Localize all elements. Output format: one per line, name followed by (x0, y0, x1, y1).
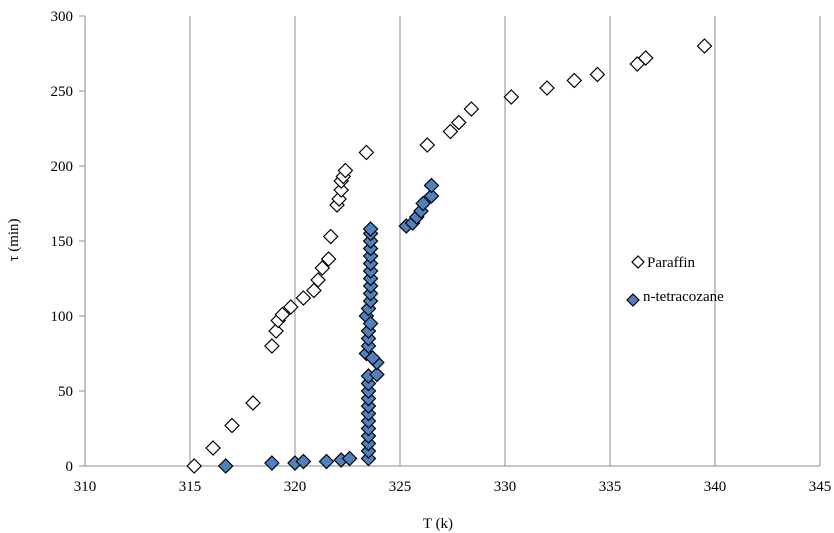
data-point-paraffin (320, 251, 337, 267)
data-point-n-tetracozane (295, 453, 312, 470)
x-tick-label: 315 (179, 479, 202, 495)
data-point-paraffin (186, 458, 203, 474)
data-point-paraffin (268, 323, 284, 339)
legend-item-n-tetracozane: n-tetracozane (626, 289, 724, 307)
data-point-paraffin (333, 182, 350, 198)
y-tick-label: 250 (51, 84, 74, 100)
legend-label-paraffin: Paraffin (647, 255, 696, 271)
data-point-n-tetracozane (415, 195, 431, 212)
data-point-paraffin (463, 101, 480, 117)
grid-lines (84, 16, 821, 466)
y-tick-label: 100 (51, 309, 74, 325)
x-tick-label: 320 (284, 479, 307, 495)
data-point-paraffin (295, 290, 312, 306)
plot-area: 310 315 320 325 330 335 340 345 0 50 100 150 200 250… (51, 9, 832, 495)
x-tick-labels: 310 315 320 325 330 335 340 345 (74, 479, 832, 495)
legend-label-n-tetracozane: n-tetracozane (643, 289, 724, 305)
legend: Paraffin n-tetracozane (626, 255, 724, 307)
x-tick-label: 325 (389, 479, 412, 495)
x-tick-label: 340 (704, 479, 727, 495)
y-tick-label: 300 (51, 9, 74, 25)
data-point-n-tetracozane (423, 177, 440, 194)
data-point-paraffin (274, 306, 291, 323)
series-n-tetracozane (217, 177, 440, 474)
data-point-n-tetracozane (423, 188, 440, 204)
y-tick-label: 0 (66, 459, 74, 475)
data-point-paraffin (245, 395, 261, 411)
y-tick-label: 200 (51, 159, 74, 175)
legend-marker-n-tetracozane (626, 293, 640, 307)
data-point-paraffin (503, 89, 520, 105)
data-point-paraffin (696, 38, 713, 54)
data-point-n-tetracozane (217, 458, 234, 474)
data-point-n-tetracozane (362, 221, 379, 237)
data-point-n-tetracozane (318, 453, 335, 470)
y-tick-label: 50 (58, 384, 73, 400)
data-point-paraffin (566, 72, 583, 89)
x-tick-label: 330 (494, 479, 517, 495)
x-tick-label: 345 (809, 479, 832, 495)
x-axis-title: T (k) (423, 516, 453, 532)
data-point-paraffin (282, 299, 299, 315)
data-point-paraffin (450, 114, 467, 131)
x-tick-label: 310 (74, 479, 97, 495)
data-point-paraffin (205, 440, 221, 456)
data-point-paraffin (314, 260, 331, 276)
data-point-paraffin (442, 123, 459, 140)
data-point-n-tetracozane (341, 450, 358, 467)
data-point-n-tetracozane (362, 315, 379, 332)
y-tick-label: 150 (51, 234, 74, 250)
data-point-n-tetracozane (264, 455, 280, 471)
data-point-paraffin (358, 144, 375, 161)
x-tick-label: 335 (599, 479, 622, 495)
data-point-n-tetracozane (369, 366, 385, 383)
legend-item-paraffin: Paraffin (631, 255, 696, 271)
data-point-paraffin (637, 50, 654, 66)
series-paraffin (186, 38, 713, 474)
data-point-paraffin (310, 272, 326, 288)
data-point-paraffin (224, 417, 240, 434)
data-point-paraffin (264, 338, 280, 354)
legend-marker-paraffin (631, 255, 645, 269)
y-tick-labels: 0 50 100 150 200 250 300 (51, 9, 85, 475)
data-point-n-tetracozane (364, 350, 381, 366)
y-axis-title: τ (min) (6, 218, 22, 261)
data-point-paraffin (322, 228, 339, 245)
data-point-paraffin (419, 137, 436, 153)
data-point-paraffin (589, 66, 606, 83)
data-point-paraffin (337, 162, 354, 179)
data-point-paraffin (539, 80, 555, 96)
